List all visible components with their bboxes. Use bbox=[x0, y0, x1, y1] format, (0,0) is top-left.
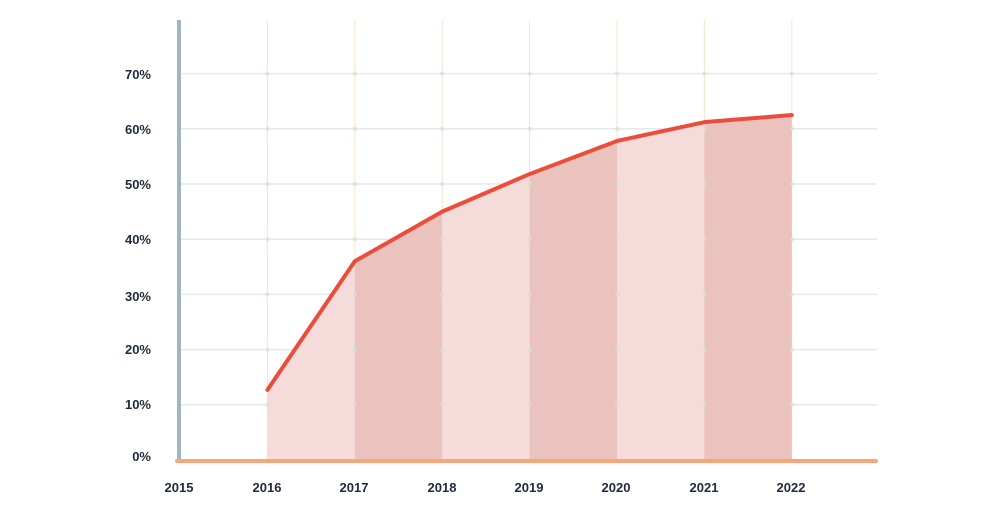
x-tick-label: 2019 bbox=[515, 480, 544, 495]
grid-dot bbox=[615, 347, 619, 352]
grid-dot bbox=[527, 402, 532, 407]
grid-dot bbox=[615, 292, 619, 297]
grid-dot bbox=[352, 292, 357, 297]
grid-dot bbox=[702, 71, 707, 76]
grid-dot bbox=[352, 402, 357, 407]
grid-dot bbox=[789, 237, 794, 242]
grid-dot bbox=[440, 292, 445, 297]
y-axis-labels: 0% 10% 20% 30% 40% 50% 60% 70% bbox=[125, 67, 151, 464]
x-axis-labels: 2015 2016 2017 2018 2019 2020 2021 2022 bbox=[165, 480, 806, 495]
area-band bbox=[442, 174, 530, 460]
y-tick-label: 0% bbox=[132, 449, 151, 464]
area-band bbox=[617, 122, 705, 461]
grid-dot bbox=[527, 237, 532, 242]
area-fill-bands bbox=[267, 115, 792, 461]
grid-dot bbox=[527, 71, 532, 76]
grid-dot bbox=[789, 402, 794, 407]
grid-dot bbox=[265, 71, 270, 76]
grid-dot bbox=[527, 347, 532, 352]
y-tick-label: 40% bbox=[125, 232, 151, 247]
grid-dot bbox=[352, 237, 357, 242]
x-tick-label: 2015 bbox=[165, 480, 194, 495]
x-tick-label: 2017 bbox=[340, 480, 369, 495]
grid-dot bbox=[440, 126, 445, 131]
grid-dot bbox=[615, 71, 619, 76]
grid-dot bbox=[789, 347, 794, 352]
grid-dot bbox=[265, 182, 270, 186]
grid-dot bbox=[440, 402, 445, 407]
y-tick-label: 60% bbox=[125, 122, 151, 137]
grid-dot bbox=[440, 237, 445, 242]
grid-dot bbox=[702, 347, 707, 352]
y-tick-label: 20% bbox=[125, 342, 151, 357]
grid-dot bbox=[265, 237, 270, 242]
grid-dot bbox=[265, 126, 270, 131]
grid-dot bbox=[702, 182, 707, 186]
data-line bbox=[265, 113, 794, 392]
grid-intersection-dots bbox=[265, 71, 794, 407]
area-band bbox=[529, 140, 617, 460]
grid-dot bbox=[440, 182, 445, 186]
y-tick-label: 70% bbox=[125, 67, 151, 82]
x-tick-label: 2018 bbox=[428, 480, 457, 495]
grid-dot bbox=[352, 347, 357, 352]
grid-dot bbox=[615, 402, 619, 407]
grid-dot bbox=[265, 347, 270, 352]
grid-dot bbox=[702, 402, 707, 407]
grid-dot bbox=[527, 292, 532, 297]
grid-dot bbox=[702, 292, 707, 297]
grid-dot bbox=[352, 71, 357, 76]
y-tick-label: 50% bbox=[125, 177, 151, 192]
grid-dot bbox=[265, 402, 270, 407]
area-band bbox=[354, 211, 443, 460]
x-tick-label: 2021 bbox=[690, 480, 719, 495]
grid-dot bbox=[352, 126, 357, 131]
grid-dot bbox=[440, 347, 445, 352]
grid-dot bbox=[615, 126, 619, 131]
x-tick-label: 2016 bbox=[253, 480, 282, 495]
y-tick-label: 30% bbox=[125, 289, 151, 304]
area-band bbox=[704, 115, 792, 460]
grid-dot bbox=[789, 182, 794, 186]
grid-dot bbox=[615, 237, 619, 242]
grid-dot bbox=[615, 182, 619, 186]
grid-dot bbox=[789, 71, 794, 76]
area-band bbox=[267, 261, 355, 460]
x-tick-label: 2022 bbox=[777, 480, 806, 495]
grid-dot bbox=[702, 126, 707, 131]
grid-dot bbox=[265, 292, 270, 297]
grid-dot bbox=[789, 292, 794, 297]
grid-dot bbox=[440, 71, 445, 76]
x-tick-label: 2020 bbox=[602, 480, 631, 495]
grid-dot bbox=[702, 237, 707, 242]
grid-dot bbox=[527, 126, 532, 131]
grid-dot bbox=[789, 126, 794, 131]
grid-dot bbox=[527, 182, 532, 186]
grid-dot bbox=[352, 182, 357, 186]
y-tick-label: 10% bbox=[125, 397, 151, 412]
